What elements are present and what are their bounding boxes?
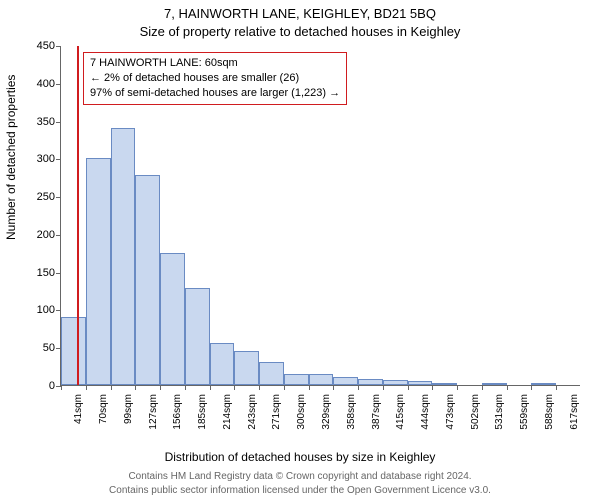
annotation-line: ← 2% of detached houses are smaller (26): [90, 71, 340, 86]
x-tick-label: 617sqm: [569, 394, 580, 434]
footer-line-2: Contains public sector information licen…: [0, 485, 600, 496]
y-tick-mark: [56, 235, 61, 236]
histogram-bar: [531, 383, 556, 385]
title-line-2: Size of property relative to detached ho…: [0, 24, 600, 39]
y-tick-label: 100: [25, 304, 55, 316]
y-tick-mark: [56, 84, 61, 85]
y-tick-mark: [56, 46, 61, 47]
x-tick-mark: [309, 385, 310, 390]
y-tick-label: 450: [25, 40, 55, 52]
x-tick-label: 300sqm: [296, 394, 307, 434]
histogram-bar: [482, 383, 507, 385]
histogram-bar: [284, 374, 309, 385]
histogram-bar: [234, 351, 259, 385]
y-tick-mark: [56, 197, 61, 198]
x-tick-mark: [507, 385, 508, 390]
x-tick-label: 185sqm: [197, 394, 208, 434]
y-tick-mark: [56, 122, 61, 123]
x-tick-mark: [259, 385, 260, 390]
y-tick-label: 200: [25, 229, 55, 241]
x-tick-label: 156sqm: [172, 394, 183, 434]
histogram-bar: [259, 362, 284, 385]
histogram-bar: [160, 253, 185, 385]
plot-area: 05010015020025030035040045041sqm70sqm99s…: [60, 46, 580, 386]
histogram-bar: [111, 128, 136, 385]
chart-container: 7, HAINWORTH LANE, KEIGHLEY, BD21 5BQ Si…: [0, 0, 600, 500]
x-tick-label: 41sqm: [73, 394, 84, 434]
x-tick-mark: [333, 385, 334, 390]
x-tick-label: 271sqm: [271, 394, 282, 434]
histogram-bar: [86, 158, 111, 385]
annotation-line: 97% of semi-detached houses are larger (…: [90, 86, 340, 101]
y-tick-label: 250: [25, 191, 55, 203]
x-tick-mark: [210, 385, 211, 390]
y-tick-label: 400: [25, 78, 55, 90]
y-tick-mark: [56, 273, 61, 274]
histogram-bar: [333, 377, 358, 385]
x-tick-label: 531sqm: [494, 394, 505, 434]
x-tick-mark: [556, 385, 557, 390]
x-tick-label: 70sqm: [98, 394, 109, 434]
x-tick-mark: [408, 385, 409, 390]
x-tick-label: 444sqm: [420, 394, 431, 434]
y-tick-mark: [56, 310, 61, 311]
x-tick-mark: [160, 385, 161, 390]
x-tick-mark: [358, 385, 359, 390]
annotation-box: 7 HAINWORTH LANE: 60sqm← 2% of detached …: [83, 52, 347, 105]
x-tick-mark: [111, 385, 112, 390]
x-tick-label: 243sqm: [247, 394, 258, 434]
histogram-bar: [309, 374, 334, 385]
y-tick-label: 50: [25, 342, 55, 354]
x-tick-label: 588sqm: [544, 394, 555, 434]
x-tick-label: 329sqm: [321, 394, 332, 434]
x-tick-mark: [185, 385, 186, 390]
x-tick-mark: [482, 385, 483, 390]
y-tick-label: 350: [25, 116, 55, 128]
histogram-bar: [135, 175, 160, 385]
y-tick-mark: [56, 159, 61, 160]
histogram-bar: [432, 383, 457, 385]
x-tick-label: 473sqm: [445, 394, 456, 434]
x-tick-label: 559sqm: [519, 394, 530, 434]
y-tick-label: 150: [25, 267, 55, 279]
x-axis-label: Distribution of detached houses by size …: [0, 450, 600, 464]
x-tick-label: 502sqm: [470, 394, 481, 434]
x-tick-mark: [61, 385, 62, 390]
y-tick-label: 300: [25, 153, 55, 165]
x-tick-label: 387sqm: [371, 394, 382, 434]
x-tick-mark: [457, 385, 458, 390]
x-tick-label: 415sqm: [395, 394, 406, 434]
x-tick-label: 127sqm: [148, 394, 159, 434]
x-tick-label: 99sqm: [123, 394, 134, 434]
property-marker-line: [77, 46, 79, 385]
x-tick-mark: [135, 385, 136, 390]
x-tick-label: 358sqm: [346, 394, 357, 434]
x-tick-mark: [234, 385, 235, 390]
title-line-1: 7, HAINWORTH LANE, KEIGHLEY, BD21 5BQ: [0, 6, 600, 21]
y-axis-label: Number of detached properties: [4, 75, 18, 240]
x-tick-mark: [531, 385, 532, 390]
annotation-line: 7 HAINWORTH LANE: 60sqm: [90, 56, 340, 71]
x-tick-mark: [86, 385, 87, 390]
histogram-bar: [358, 379, 383, 385]
footer-line-1: Contains HM Land Registry data © Crown c…: [0, 471, 600, 482]
histogram-bar: [210, 343, 235, 385]
histogram-bar: [408, 381, 433, 385]
x-tick-label: 214sqm: [222, 394, 233, 434]
x-tick-mark: [432, 385, 433, 390]
x-tick-mark: [383, 385, 384, 390]
y-tick-label: 0: [25, 380, 55, 392]
histogram-bar: [383, 380, 408, 385]
x-tick-mark: [284, 385, 285, 390]
histogram-bar: [61, 317, 86, 385]
histogram-bar: [185, 288, 210, 385]
